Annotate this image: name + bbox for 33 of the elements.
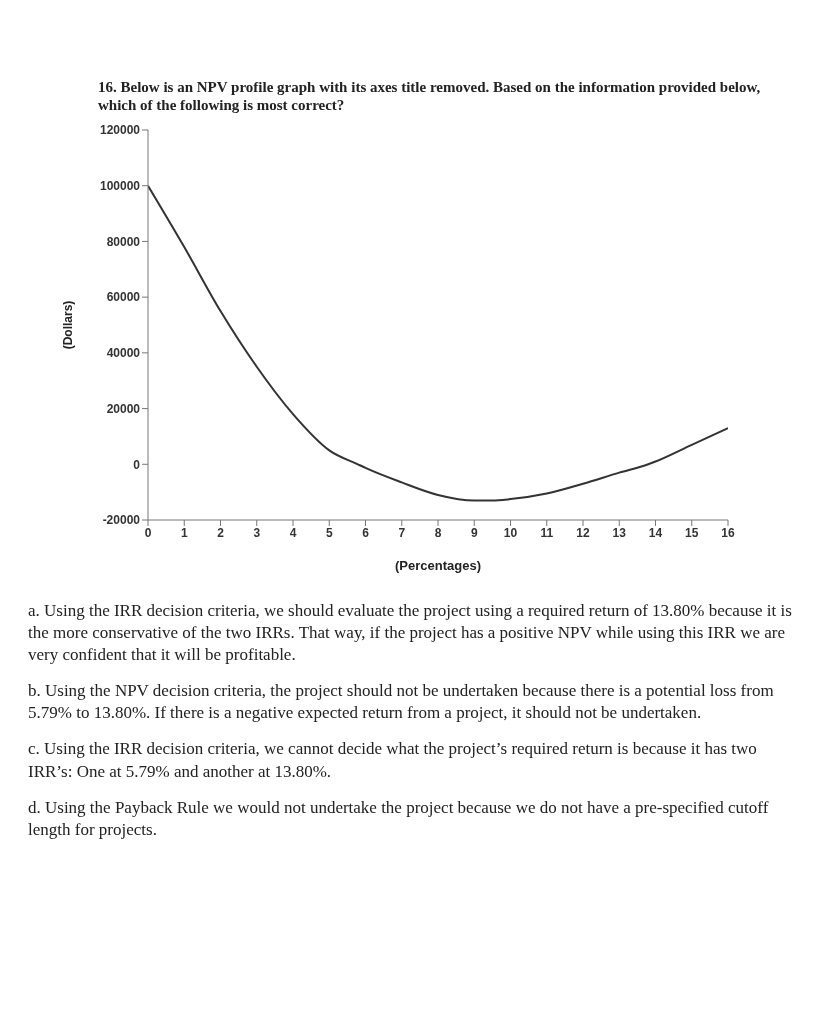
x-tick-label: 6 [362, 525, 370, 540]
y-tick-label: 120000 [99, 123, 141, 138]
x-tick-label: 4 [289, 525, 297, 540]
y-tick-label: 60000 [106, 290, 141, 305]
y-tick-label: 40000 [106, 346, 141, 361]
x-tick-label: 0 [144, 525, 152, 540]
x-tick-label: 5 [325, 525, 333, 540]
y-tick-label: 20000 [106, 401, 141, 416]
x-tick-label: 13 [612, 525, 627, 540]
x-tick-label: 16 [721, 525, 735, 540]
x-axis-title: (Percentages) [395, 558, 481, 573]
x-tick-label: 8 [434, 525, 442, 540]
x-tick-label: 7 [398, 525, 406, 540]
x-tick-label: 11 [540, 525, 554, 540]
text: c. Using the IRR decision criteria, we cannot decide what the project’s required return is because it has two IRR’s: One at 5.79% and another at 13.80%. [28, 738, 758, 783]
x-tick-label: 15 [685, 525, 699, 540]
y-tick-label: 100000 [99, 178, 141, 193]
text: b. Using the NPV decision criteria, the project should not be undertaken because there is a potential loss from 5.79% to 13.80%. If there is a negative expected return from a project, it should not be undertaken. [28, 680, 775, 725]
line-series [148, 184, 728, 502]
x-tick-label: 14 [648, 525, 663, 540]
text: a. Using the IRR decision criteria, we should evaluate the project using a required return of 13.80% because it is the more conservative of the two IRRs. That way, if the project has a positive NPV while using this IRR we are very confident that it will be profitable. [28, 600, 793, 667]
y-tick-label: 80000 [106, 234, 141, 249]
x-tick-label: 2 [217, 525, 225, 540]
text: d. Using the Payback Rule we would not undertake the project because we do not have a pre-specified cutoff length for projects. [28, 796, 770, 841]
x-tick-label: 10 [503, 525, 518, 540]
x-tick-label: 12 [576, 525, 590, 540]
x-tick-label: 1 [180, 525, 188, 540]
y-axis-title: (Dollars) [61, 300, 76, 350]
x-tick-label: 3 [253, 525, 261, 540]
y-tick-label: -20000 [102, 513, 141, 528]
chart-title: 16. Below is an NPV profile graph with its axes title removed. Based on the information provided below, which of the following is most correct? [97, 78, 762, 115]
x-tick-label: 9 [470, 525, 478, 540]
y-tick-label: 0 [133, 457, 141, 472]
